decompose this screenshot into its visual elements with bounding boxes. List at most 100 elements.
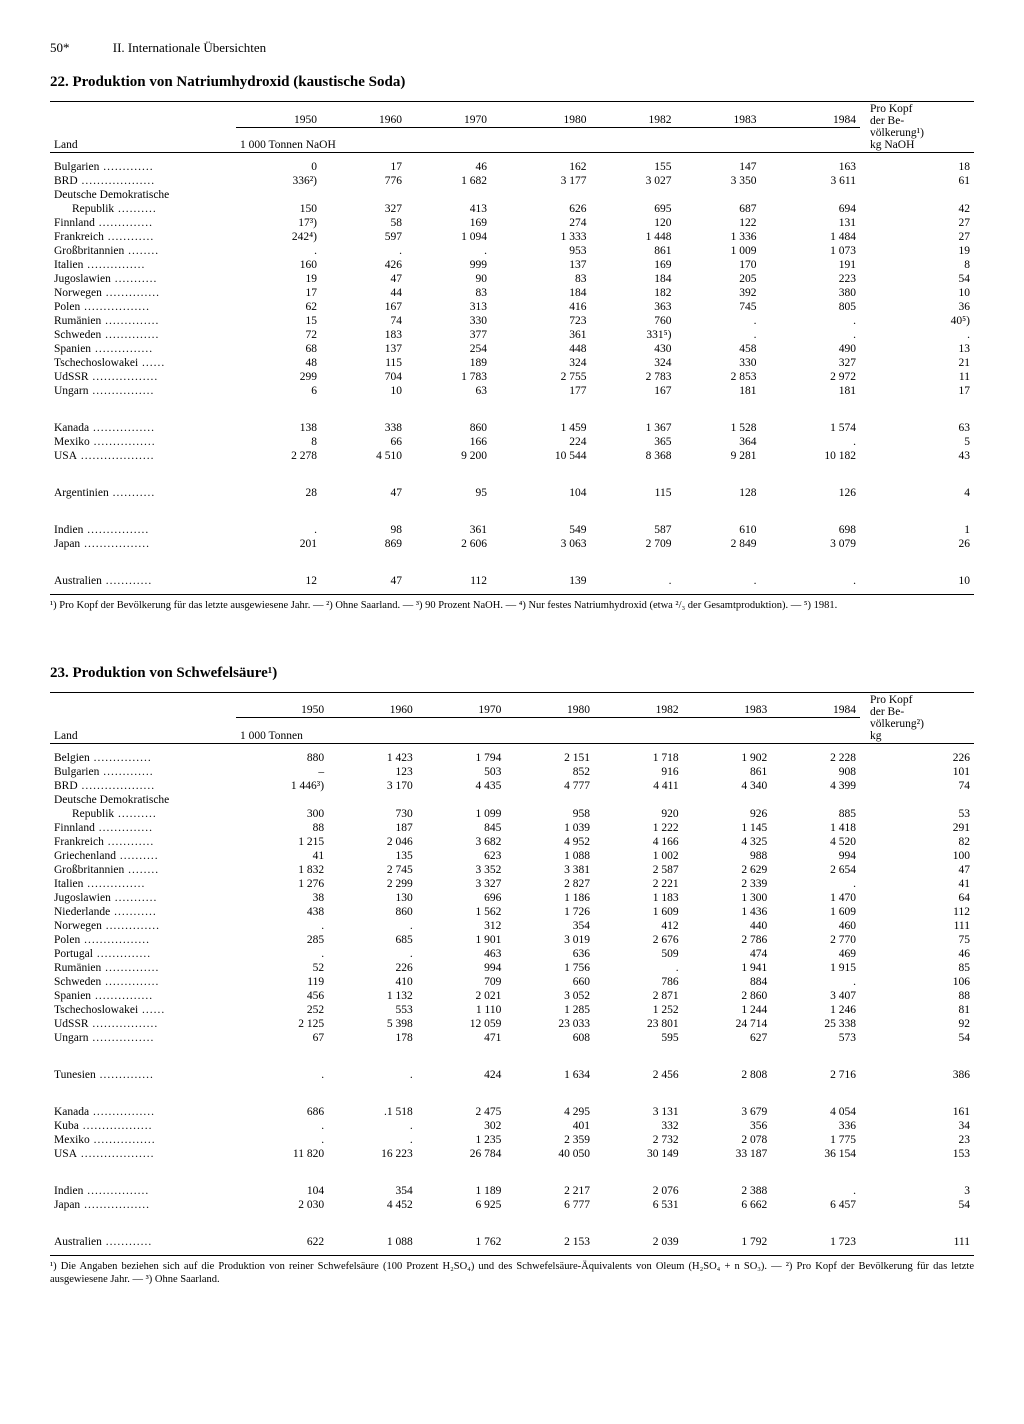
country-cell: Italien ...............: [50, 258, 236, 272]
value-cell: .: [236, 1068, 328, 1082]
value-cell: 26 784: [417, 1147, 506, 1161]
value-cell: 597: [321, 230, 406, 244]
country-cell: Kanada ................: [50, 421, 236, 435]
value-cell: 30 149: [594, 1147, 683, 1161]
value-cell: 3 407: [771, 989, 860, 1003]
value-cell: 1 189: [417, 1184, 506, 1198]
value-cell: 786: [594, 975, 683, 989]
value-cell: 6 925: [417, 1198, 506, 1212]
value-cell: 336²): [236, 174, 321, 188]
col-1970: 1970: [406, 102, 491, 128]
value-cell: 90: [406, 272, 491, 286]
country-cell: Ungarn ................: [50, 1031, 236, 1045]
value-cell: 1 423: [328, 743, 417, 765]
value-cell: 2 151: [505, 743, 594, 765]
country-cell: Frankreich ............: [50, 230, 236, 244]
country-cell: Japan .................: [50, 537, 236, 551]
value-cell: 338: [321, 421, 406, 435]
value-cell: 3 063: [491, 537, 590, 551]
value-cell: [417, 793, 506, 807]
value-cell: 169: [590, 258, 675, 272]
value-cell: 356: [683, 1119, 772, 1133]
col-1984: 1984: [771, 692, 860, 718]
value-cell: 1 300: [683, 891, 772, 905]
value-cell: 187: [328, 821, 417, 835]
value-cell: 2 359: [505, 1133, 594, 1147]
col-country: Land: [50, 102, 236, 153]
value-cell: .: [860, 328, 974, 342]
value-cell: 1 244: [683, 1003, 772, 1017]
value-cell: [860, 188, 974, 202]
value-cell: .: [676, 314, 761, 328]
value-cell: 704: [321, 370, 406, 384]
value-cell: 852: [505, 765, 594, 779]
value-cell: 1 794: [417, 743, 506, 765]
value-cell: 1 762: [417, 1235, 506, 1249]
value-cell: 412: [594, 919, 683, 933]
value-cell: 1 336: [676, 230, 761, 244]
value-cell: 365: [590, 435, 675, 449]
value-cell: 2 808: [683, 1068, 772, 1082]
value-cell: 2 606: [406, 537, 491, 551]
value-cell: 4 325: [683, 835, 772, 849]
value-cell: 23 801: [594, 1017, 683, 1031]
value-cell: .: [236, 523, 321, 537]
value-cell: [406, 188, 491, 202]
value-cell: 595: [594, 1031, 683, 1045]
value-cell: 4 952: [505, 835, 594, 849]
value-cell: 916: [594, 765, 683, 779]
value-cell: 2 849: [676, 537, 761, 551]
value-cell: .: [761, 314, 860, 328]
value-cell: 66: [321, 435, 406, 449]
value-cell: 112: [406, 574, 491, 588]
value-cell: .: [328, 947, 417, 961]
value-cell: 2 021: [417, 989, 506, 1003]
value-cell: 137: [491, 258, 590, 272]
value-cell: [676, 188, 761, 202]
value-cell: 4 340: [683, 779, 772, 793]
value-cell: 34: [860, 1119, 974, 1133]
value-cell: 85: [860, 961, 974, 975]
value-cell: .: [761, 328, 860, 342]
value-cell: 2 783: [590, 370, 675, 384]
country-cell: Ungarn ................: [50, 384, 236, 398]
value-cell: 101: [860, 765, 974, 779]
value-cell: 994: [417, 961, 506, 975]
value-cell: 686: [236, 1105, 328, 1119]
country-cell: Großbritannien ........: [50, 863, 236, 877]
country-cell: Polen .................: [50, 300, 236, 314]
value-cell: 54: [860, 1198, 974, 1212]
value-cell: 10 544: [491, 449, 590, 463]
table23-title: 23. Produktion von Schwefelsäure¹): [50, 665, 974, 682]
value-cell: [321, 188, 406, 202]
value-cell: 122: [676, 216, 761, 230]
value-cell: 845: [417, 821, 506, 835]
value-cell: .: [236, 947, 328, 961]
value-cell: 5 398: [328, 1017, 417, 1031]
value-cell: .: [594, 961, 683, 975]
value-cell: 27: [860, 216, 974, 230]
value-cell: 10: [860, 286, 974, 300]
value-cell: 184: [491, 286, 590, 300]
value-cell: 10: [321, 384, 406, 398]
value-cell: 884: [683, 975, 772, 989]
value-cell: 162: [491, 153, 590, 175]
country-cell: Italien ...............: [50, 877, 236, 891]
value-cell: 26: [860, 537, 974, 551]
value-cell: 608: [505, 1031, 594, 1045]
value-cell: 636: [505, 947, 594, 961]
value-cell: 28: [236, 486, 321, 500]
value-cell: 1 470: [771, 891, 860, 905]
value-cell: 12: [236, 574, 321, 588]
value-cell: 21: [860, 356, 974, 370]
country-cell: Mexiko ................: [50, 1133, 236, 1147]
value-cell: 1 235: [417, 1133, 506, 1147]
col-1980: 1980: [491, 102, 590, 128]
value-cell: [505, 793, 594, 807]
value-cell: 2 972: [761, 370, 860, 384]
value-cell: 2 456: [594, 1068, 683, 1082]
value-cell: 469: [771, 947, 860, 961]
value-cell: 660: [505, 975, 594, 989]
value-cell: 1 222: [594, 821, 683, 835]
col-1970: 1970: [417, 692, 506, 718]
